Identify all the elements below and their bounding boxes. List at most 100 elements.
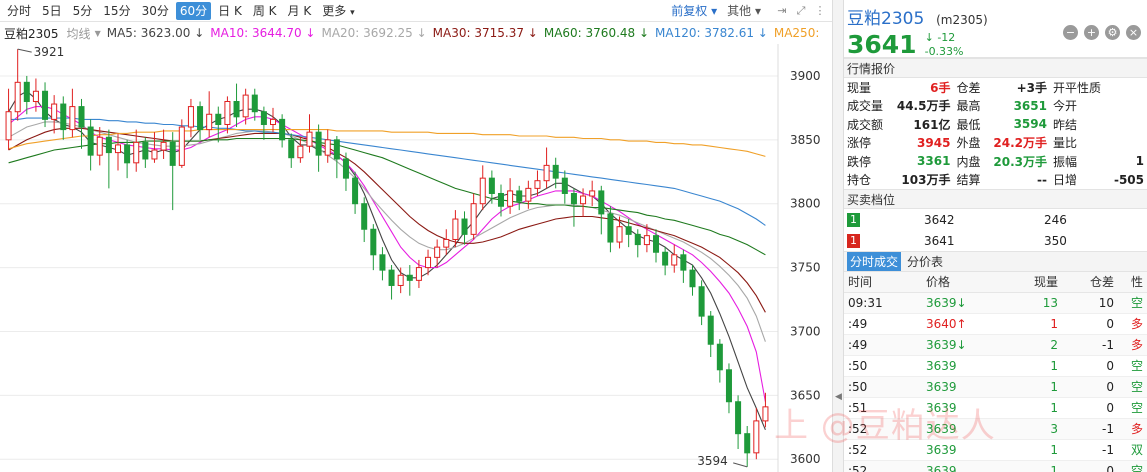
candle-body (14, 81, 21, 113)
tick-nature: 空 (1118, 460, 1147, 472)
tick-volume: 1 (992, 460, 1062, 472)
quote-value: 44.5万手 (896, 99, 951, 114)
period-tab-5[interactable]: 60分 (175, 1, 212, 20)
tick-price: 3639 (926, 463, 957, 472)
ma-line-ma30 (8, 127, 766, 313)
candle-body (406, 274, 413, 281)
period-label: 更多 (322, 3, 347, 18)
tick-price: 3639 (926, 379, 957, 394)
quote-key: 量比 (1052, 136, 1077, 151)
period-tab-6[interactable]: 日 K (214, 2, 246, 20)
book-price: 3642 (924, 212, 955, 227)
candle-body (388, 269, 395, 286)
candle-body (178, 126, 185, 166)
candle-body (716, 343, 723, 371)
change-percent: -0.33% (924, 44, 964, 58)
ma-label: MA30: 3715.37 (432, 26, 524, 40)
ma-selector[interactable]: 均线 (66, 26, 91, 41)
period-tab-2[interactable]: 5分 (69, 2, 97, 20)
column-header[interactable]: 现量 (992, 272, 1062, 293)
panel-splitter[interactable]: ◀ (832, 0, 844, 472)
book-price: 3641 (924, 233, 955, 248)
candle-body (397, 274, 404, 286)
tick-volume: 2 (992, 334, 1062, 356)
tick-table: 时间 价格 现量 仓差性 09:31 3639↓ 13 10 空:49 3640↑ 1 0 多:49 36… (844, 272, 1147, 472)
ma-trend-icon: ↓ (635, 26, 650, 40)
tick-oi-change: -1 (1062, 334, 1118, 356)
kline-chart[interactable]: 3900 3850 3800 3750 3700 3650 3600 3921 3594 (0, 44, 832, 472)
quote-key: 跌停 (847, 154, 872, 169)
tab-1[interactable]: 分价表 (907, 255, 944, 269)
ma-trend-icon: ↓ (190, 26, 205, 40)
ma-label: MA120: 3782.61 (655, 26, 754, 40)
column-header[interactable]: 性 (1118, 272, 1147, 293)
period-tab-7[interactable]: 周 K (249, 2, 281, 20)
other-dropdown[interactable]: 其他 ▾ (727, 4, 761, 18)
column-header[interactable]: 价格 (922, 272, 992, 293)
column-header[interactable]: 时间 (844, 272, 922, 293)
candle-body (625, 226, 632, 235)
tick-volume: 1 (992, 439, 1062, 461)
collapse-icon[interactable]: ⇥ (777, 3, 787, 17)
y-tick-label: 3650 (790, 388, 821, 402)
quote-value: -- (1037, 172, 1047, 187)
quote-value: 3945 (917, 135, 951, 150)
kline-svg[interactable]: 3900 3850 3800 3750 3700 3650 3600 3921 3594 (0, 44, 832, 472)
chevron-down-icon[interactable]: ▼ (94, 28, 101, 38)
quote-value: 6手 (930, 80, 951, 95)
candle-body (561, 177, 568, 194)
adjust-dropdown[interactable]: 前复权 ▾ (671, 4, 718, 18)
order-book: 1 3642 246 1 3641 350 (844, 209, 1147, 251)
zoom-in-icon[interactable]: + (1084, 25, 1099, 40)
quote-value: 1 (1135, 154, 1144, 169)
zoom-out-icon[interactable]: − (1063, 25, 1078, 40)
quote-key: 成交额 (847, 117, 884, 132)
column-header[interactable]: 仓差 (1062, 272, 1118, 293)
tick-nature: 多 (1118, 313, 1147, 335)
change-value: -12 (937, 30, 956, 44)
candle-body (607, 213, 614, 243)
tick-nature: 空 (1118, 355, 1147, 377)
fullscreen-icon[interactable]: ⤢ (796, 3, 806, 17)
candle-body (306, 131, 313, 147)
ma-legend-item: MA10: 3644.70 ↓ (210, 26, 315, 40)
candle-body (142, 141, 149, 160)
bid-row[interactable]: 1 3641 350 (844, 230, 1147, 251)
tick-price: 3639 (926, 421, 957, 436)
quote-key: 昨结 (1052, 117, 1077, 132)
expand-arrow-icon[interactable]: ◀ (835, 392, 842, 402)
period-tab-4[interactable]: 30分 (138, 2, 173, 20)
period-label: 月 K (287, 3, 312, 18)
settings-icon[interactable]: ⋮ (814, 3, 826, 17)
candle-body (680, 254, 687, 271)
tick-oi-change: 10 (1062, 292, 1118, 314)
period-tab-1[interactable]: 5日 (38, 2, 66, 20)
ma-legend-item: MA5: 3623.00 ↓ (107, 26, 205, 40)
y-tick-label: 3850 (790, 133, 821, 147)
period-tab-3[interactable]: 15分 (99, 2, 134, 20)
book-volume: 350 (1044, 233, 1067, 248)
candle-body (342, 158, 349, 179)
candle-body (598, 190, 605, 215)
tick-oi-change: 0 (1062, 355, 1118, 377)
tick-volume: 1 (992, 376, 1062, 398)
candle-body (552, 164, 559, 179)
candle-body (78, 106, 85, 128)
book-section-title: 买卖档位 (844, 189, 1147, 209)
book-volume: 246 (1044, 212, 1067, 227)
candle-body (516, 190, 523, 202)
book-level: 1 (844, 230, 924, 251)
gear-icon[interactable]: ⚙ (1105, 25, 1120, 40)
period-tab-8[interactable]: 月 K (284, 2, 316, 20)
period-tab-9[interactable]: 更多 ▾ (318, 2, 358, 20)
quote-value: 20.3万手 (993, 154, 1047, 169)
tab-0[interactable]: 分时成交 (847, 252, 902, 271)
candle-body (32, 90, 39, 102)
candle-body (315, 131, 322, 156)
tick-row: :52 3639 1 0 空 (844, 460, 1147, 472)
ask-row[interactable]: 1 3642 246 (844, 209, 1147, 230)
candle-body (297, 145, 304, 159)
close-icon[interactable]: × (1126, 25, 1141, 40)
down-arrow-icon: ↓ (924, 30, 934, 44)
period-tab-0[interactable]: 分时 (3, 2, 35, 20)
